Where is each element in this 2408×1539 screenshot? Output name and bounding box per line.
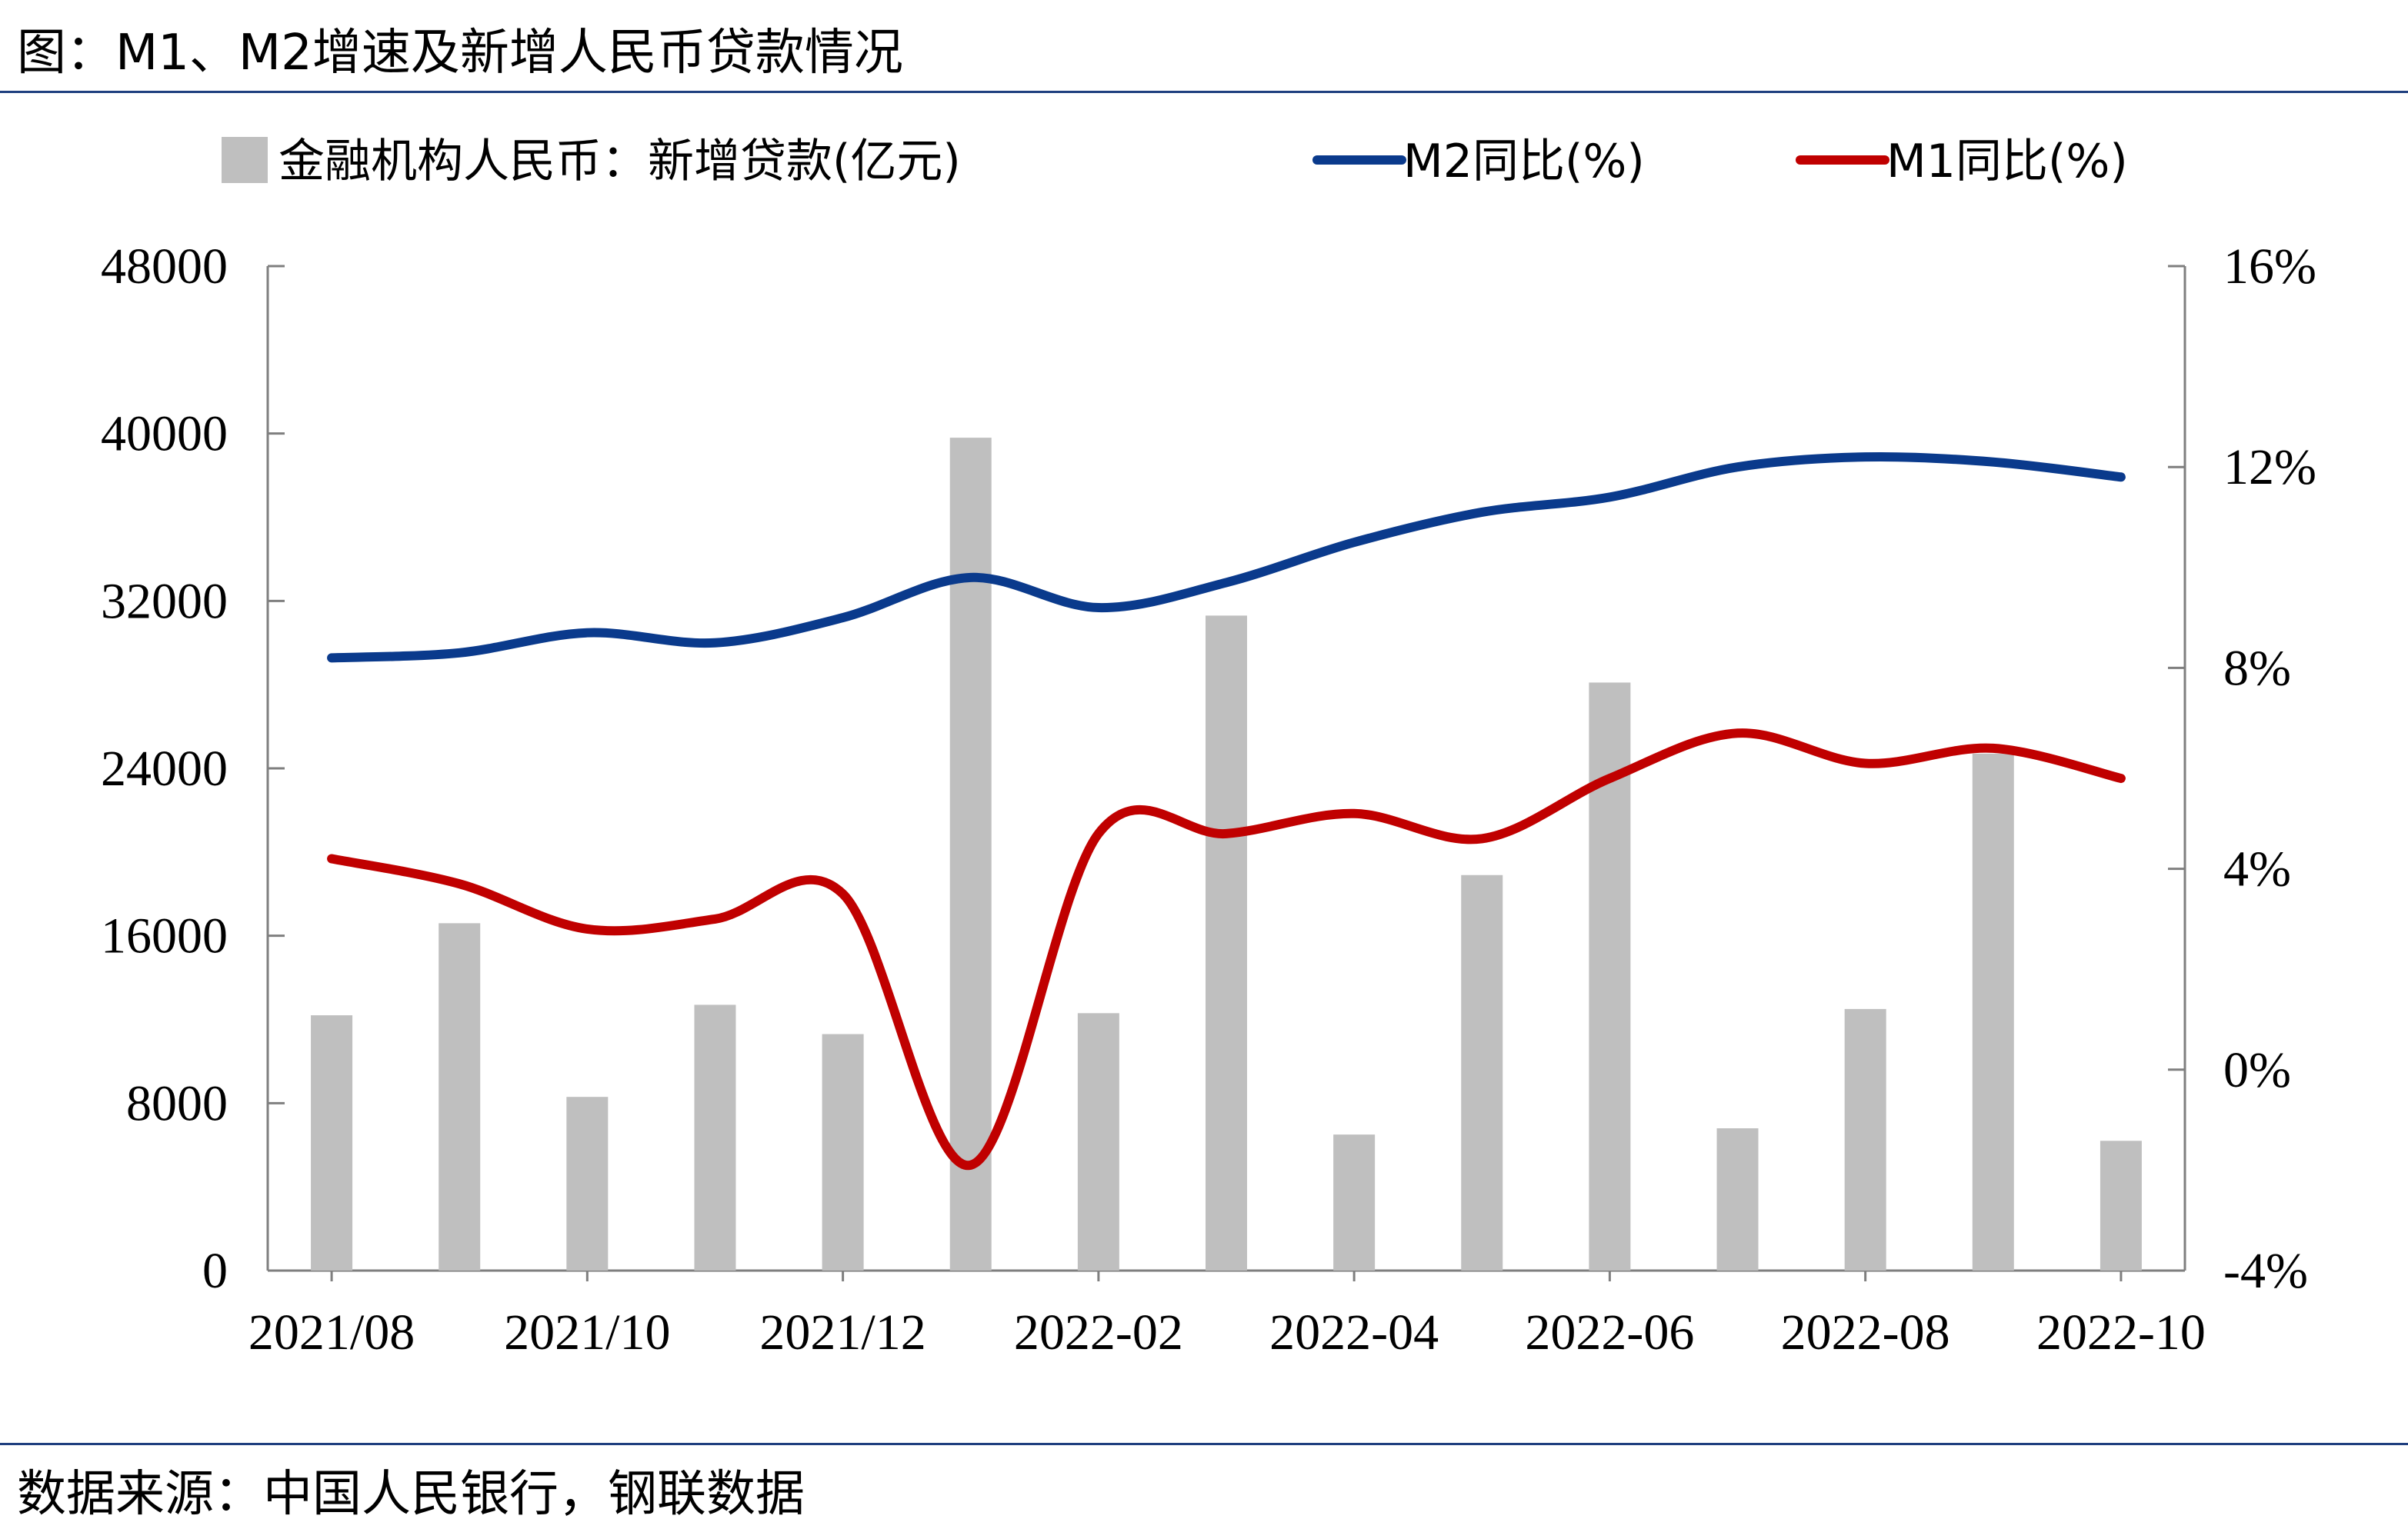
x-tick-label: 2022-10 xyxy=(2036,1304,2206,1361)
left-tick-label: 24000 xyxy=(101,741,228,797)
loan-bar xyxy=(822,1034,864,1271)
legend-label-m1: M1同比(%) xyxy=(1886,135,2128,188)
left-tick-label: 0 xyxy=(202,1243,228,1299)
left-tick-label: 48000 xyxy=(101,238,228,295)
legend: 金融机构人民币：新增贷款(亿元) M2同比(%) M1同比(%) xyxy=(222,135,2128,188)
right-tick-label: 0% xyxy=(2223,1042,2291,1098)
x-tick-label: 2021/12 xyxy=(759,1304,926,1361)
legend-label-m2: M2同比(%) xyxy=(1403,135,1645,188)
x-tick-label: 2021/10 xyxy=(504,1304,670,1361)
tick-labels: 0 8000 16000 24000 32000 40000 48000 -4% 0% 4% 8% 1… xyxy=(101,238,2316,1361)
source-rule xyxy=(0,1443,2408,1445)
source-note: 数据来源：中国人民银行，钢联数据 xyxy=(17,1466,805,1523)
loan-bar xyxy=(439,923,481,1271)
right-tick-label: 12% xyxy=(2223,439,2316,495)
legend-label-loans: 金融机构人民币：新增贷款(亿元) xyxy=(278,135,961,188)
line-series xyxy=(327,451,2126,1170)
left-tick-label: 32000 xyxy=(101,573,228,629)
loan-bar xyxy=(1844,1008,1886,1271)
loan-bar xyxy=(2099,1141,2142,1271)
chart-title: 图：M1、M2增速及新增人民币贷款情况 xyxy=(17,25,903,82)
title-rule xyxy=(0,91,2408,93)
loan-bar xyxy=(1333,1134,1376,1271)
left-tick-label: 40000 xyxy=(101,406,228,462)
legend-swatch-loans xyxy=(222,137,268,183)
loan-bar xyxy=(1716,1128,1759,1271)
loan-bar xyxy=(1206,615,1247,1271)
m2-line xyxy=(327,451,2126,663)
x-tick-label: 2022-04 xyxy=(1269,1304,1439,1361)
right-tick-label: 16% xyxy=(2223,238,2316,295)
right-tick-label: 8% xyxy=(2223,640,2291,696)
x-tick-label: 2022-08 xyxy=(1781,1304,1950,1361)
loan-bar xyxy=(1461,874,1503,1271)
right-tick-label: -4% xyxy=(2223,1243,2308,1299)
right-tick-label: 4% xyxy=(2223,841,2291,898)
loan-bar xyxy=(1972,753,2014,1271)
left-tick-label: 16000 xyxy=(101,908,228,964)
loan-bar xyxy=(694,1004,736,1271)
loan-bar xyxy=(566,1097,609,1271)
x-tick-label: 2022-06 xyxy=(1525,1304,1694,1361)
bar-series xyxy=(311,438,2142,1271)
loan-bar xyxy=(311,1015,353,1271)
x-tick-label: 2021/08 xyxy=(248,1304,415,1361)
loan-bar xyxy=(1077,1013,1119,1271)
m1-line xyxy=(327,728,2126,1170)
x-tick-label: 2022-02 xyxy=(1014,1304,1183,1361)
left-tick-label: 8000 xyxy=(126,1075,228,1131)
